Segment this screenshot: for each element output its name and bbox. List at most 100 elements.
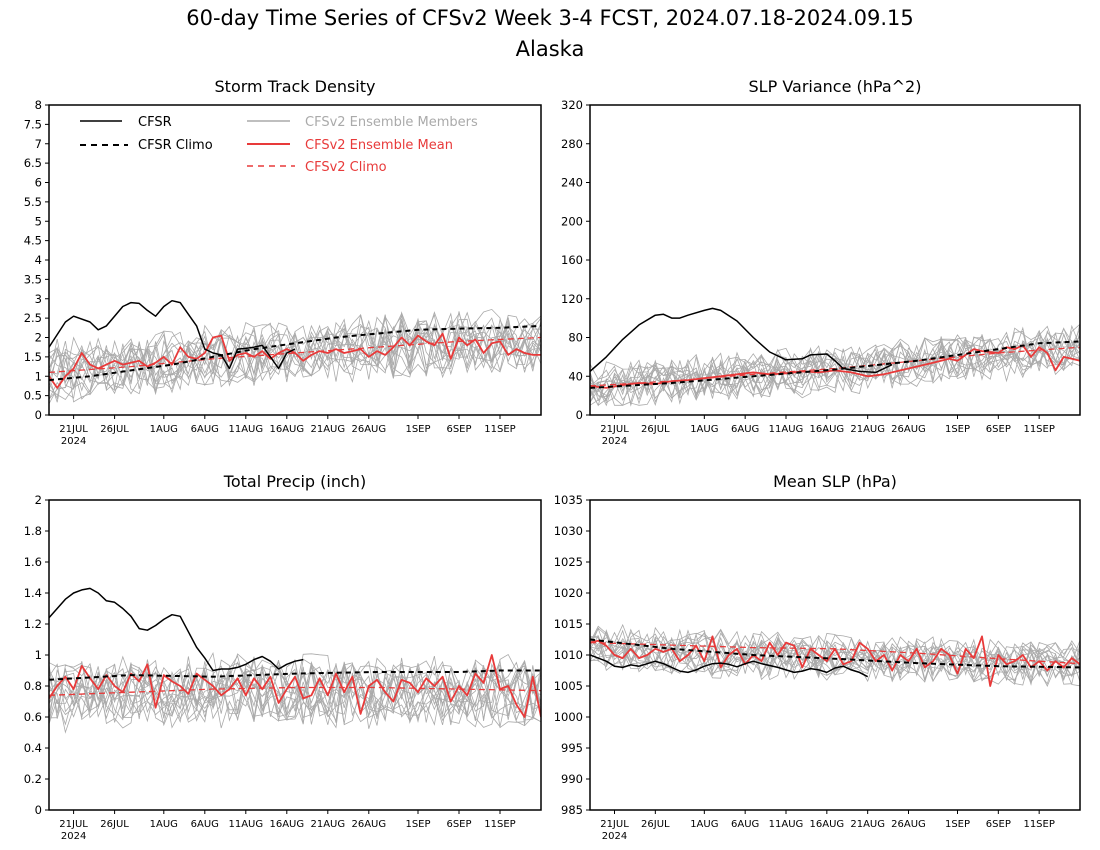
x-tick-label: 1SEP	[945, 424, 970, 435]
y-tick-label: 0	[35, 803, 42, 817]
x-year-label: 2024	[602, 831, 627, 842]
y-tick-label: 6.5	[24, 156, 42, 170]
ensemble-member-line	[590, 325, 1080, 400]
figure-title: 60-day Time Series of CFSv2 Week 3-4 FCS…	[186, 6, 914, 30]
ensemble-member-line	[49, 325, 541, 404]
x-tick-label: 11SEP	[1023, 424, 1054, 435]
plot-frame	[48, 104, 542, 416]
x-tick-label: 11AUG	[769, 819, 804, 830]
ensemble-member-line	[49, 652, 541, 715]
x-tick-label: 11AUG	[769, 424, 804, 435]
y-tick-label: 7	[35, 137, 42, 151]
ensemble-member-line	[590, 333, 1080, 407]
ensemble-member-line	[49, 317, 541, 400]
ensemble-member-line	[49, 311, 541, 379]
y-tick-label: 8	[35, 98, 42, 112]
panel-mean-slp: Mean SLP (hPa) 985 990 995 1000 1005 1010 1015…	[554, 472, 1081, 842]
y-tick-label: 280	[561, 137, 583, 151]
cfsv2-ensemble-mean-line	[49, 332, 541, 389]
cfsr-line	[49, 587, 304, 672]
x-tick-label: 26JUL	[100, 819, 129, 830]
panel-title-storm-track-density: Storm Track Density	[215, 77, 376, 96]
plot-frame	[48, 499, 542, 811]
y-tick-label: 1.6	[24, 555, 42, 569]
x-tick-label: 26AUG	[351, 819, 386, 830]
y-tick-label: 2	[35, 493, 42, 507]
y-tick-label: 320	[561, 98, 583, 112]
cfsr-line	[590, 654, 869, 678]
ensemble-member-line	[49, 320, 541, 400]
x-tick-label: 1AUG	[150, 424, 178, 435]
panel-slp-variance: SLP Variance (hPa^2) 0 40 80 120 160 200 240 28…	[561, 77, 1081, 447]
x-tick-label: 26JUL	[641, 819, 670, 830]
x-tick-label: 21AUG	[310, 819, 345, 830]
y-tick-label: 3.5	[24, 272, 42, 286]
y-tick-label: 1010	[554, 648, 583, 662]
x-tick-label: 11AUG	[228, 424, 263, 435]
y-tick-label: 3	[35, 292, 42, 306]
panel-title-slp-variance: SLP Variance (hPa^2)	[749, 77, 922, 96]
legend-label-members: CFSv2 Ensemble Members	[305, 115, 478, 130]
x-tick-label: 21AUG	[310, 424, 345, 435]
ensemble-member-line	[49, 659, 541, 720]
y-tick-label: 1035	[554, 493, 583, 507]
y-tick-label: 1015	[554, 617, 583, 631]
cfsv2-ensemble-mean-line	[49, 654, 541, 718]
y-tick-label: 2	[35, 331, 42, 345]
plot-frame	[589, 499, 1081, 811]
y-tick-label: 200	[561, 214, 583, 228]
ensemble-member-line	[590, 323, 1080, 404]
y-tick-label: 985	[561, 803, 583, 817]
x-tick-label: 16AUG	[269, 424, 304, 435]
ensemble-member-line	[590, 636, 1080, 683]
y-tick-label: 6	[35, 176, 42, 190]
x-tick-label: 21AUG	[850, 424, 885, 435]
cfsv2-climo-line	[49, 336, 541, 374]
x-tick-label: 21AUG	[850, 819, 885, 830]
ensemble-member-line	[49, 311, 541, 385]
x-tick-label: 21JUL	[59, 819, 88, 830]
y-tick-label: 0.8	[24, 679, 42, 693]
legend-label-ens-mean: CFSv2 Ensemble Mean	[305, 138, 453, 153]
ensemble-member-line	[49, 653, 541, 719]
x-tick-label: 1SEP	[405, 819, 430, 830]
y-tick-label: 1	[35, 369, 42, 383]
x-tick-label: 11SEP	[484, 424, 515, 435]
x-tick-label: 16AUG	[269, 819, 304, 830]
x-tick-label: 6AUG	[191, 424, 219, 435]
ensemble-member-line	[590, 630, 1080, 681]
ensemble-member-line	[590, 329, 1080, 406]
y-tick-label: 120	[561, 292, 583, 306]
x-tick-label: 16AUG	[810, 424, 845, 435]
ensemble-member-line	[590, 334, 1080, 398]
cfsr-climo-line	[49, 669, 541, 681]
x-tick-label: 6AUG	[191, 819, 219, 830]
legend-label-cfs-climo: CFSv2 Climo	[305, 160, 387, 175]
y-tick-label: 1020	[554, 586, 583, 600]
x-tick-label: 1AUG	[690, 424, 718, 435]
y-tick-label: 4	[35, 253, 42, 267]
x-tick-label: 1AUG	[150, 819, 178, 830]
figure-subtitle: Alaska	[516, 37, 585, 61]
cfsr-climo-line	[590, 638, 1080, 669]
ensemble-member-line	[590, 324, 1080, 403]
y-tick-label: 0	[35, 408, 42, 422]
x-tick-label: 21JUL	[600, 819, 629, 830]
x-tick-label: 26JUL	[641, 424, 670, 435]
panel-title-mean-slp: Mean SLP (hPa)	[773, 472, 897, 491]
x-tick-label: 6AUG	[731, 819, 759, 830]
ensemble-member-line	[49, 314, 541, 391]
y-tick-label: 240	[561, 176, 583, 190]
x-tick-label: 6SEP	[986, 819, 1011, 830]
x-year-label: 2024	[602, 436, 627, 447]
y-tick-label: 4.5	[24, 234, 42, 248]
x-tick-label: 11AUG	[228, 819, 263, 830]
y-tick-label: 1.2	[24, 617, 42, 631]
y-tick-label: 1	[35, 648, 42, 662]
x-tick-label: 11SEP	[484, 819, 515, 830]
cfsr-line	[49, 299, 296, 370]
plot-frame	[589, 104, 1081, 416]
x-tick-label: 6SEP	[446, 424, 471, 435]
y-tick-label: 5.5	[24, 195, 42, 209]
